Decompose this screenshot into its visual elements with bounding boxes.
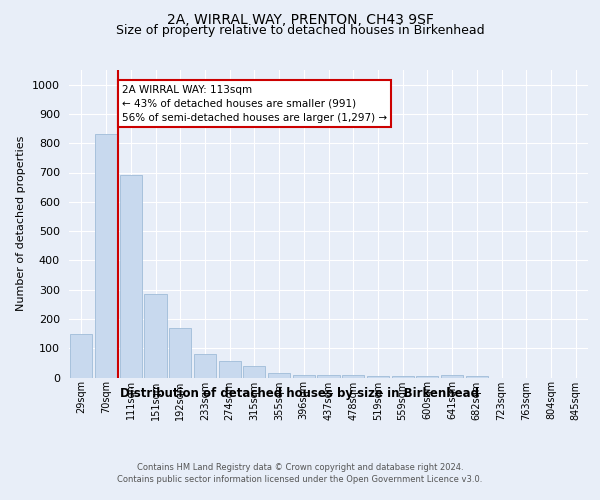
Bar	[243, 366, 265, 378]
Y-axis label: Number of detached properties: Number of detached properties	[16, 136, 26, 312]
Text: 2A, WIRRAL WAY, PRENTON, CH43 9SF: 2A, WIRRAL WAY, PRENTON, CH43 9SF	[167, 12, 433, 26]
Bar	[218, 362, 241, 378]
Bar	[95, 134, 117, 378]
Bar	[416, 376, 439, 378]
Bar	[268, 373, 290, 378]
Bar	[466, 376, 488, 378]
Bar	[441, 374, 463, 378]
Bar	[169, 328, 191, 378]
Bar	[119, 176, 142, 378]
Text: 2A WIRRAL WAY: 113sqm
← 43% of detached houses are smaller (991)
56% of semi-det: 2A WIRRAL WAY: 113sqm ← 43% of detached …	[122, 84, 387, 122]
Text: Contains public sector information licensed under the Open Government Licence v3: Contains public sector information licen…	[118, 475, 482, 484]
Text: Distribution of detached houses by size in Birkenhead: Distribution of detached houses by size …	[121, 388, 479, 400]
Bar	[293, 374, 315, 378]
Bar	[194, 354, 216, 378]
Bar	[342, 375, 364, 378]
Bar	[70, 334, 92, 378]
Text: Size of property relative to detached houses in Birkenhead: Size of property relative to detached ho…	[116, 24, 484, 37]
Bar	[392, 376, 414, 378]
Bar	[317, 374, 340, 378]
Text: Contains HM Land Registry data © Crown copyright and database right 2024.: Contains HM Land Registry data © Crown c…	[137, 462, 463, 471]
Bar	[145, 294, 167, 378]
Bar	[367, 376, 389, 378]
